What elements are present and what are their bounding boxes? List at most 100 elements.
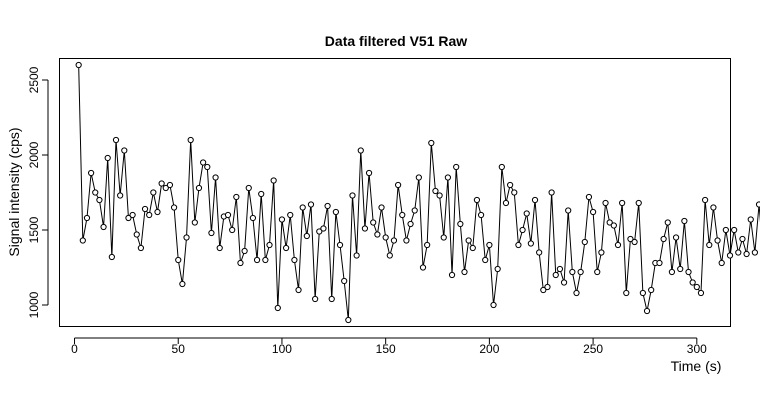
data-point xyxy=(614,241,622,249)
data-point xyxy=(639,289,646,297)
plot-frame xyxy=(59,58,731,327)
data-point xyxy=(386,252,393,259)
data-point xyxy=(212,174,219,181)
y-axis-label: Signal intensity (cps) xyxy=(6,127,22,256)
data-point xyxy=(436,192,443,199)
data-point xyxy=(706,241,713,249)
data-point xyxy=(577,268,584,276)
data-point xyxy=(166,181,174,189)
data-point xyxy=(262,256,269,264)
data-point xyxy=(540,286,547,294)
data-point xyxy=(108,253,115,261)
data-point xyxy=(112,136,120,144)
data-point xyxy=(681,217,688,225)
data-point xyxy=(361,225,369,232)
data-point xyxy=(751,249,758,256)
data-point xyxy=(283,244,290,252)
data-point xyxy=(204,163,211,171)
data-point xyxy=(440,234,447,241)
y-axis: 1000 1500 2000 2500 xyxy=(27,66,49,318)
data-point xyxy=(726,252,734,259)
data-point xyxy=(403,237,410,244)
data-point xyxy=(187,136,194,144)
data-point xyxy=(585,193,593,201)
data-point xyxy=(295,286,302,294)
data-point xyxy=(743,250,750,258)
data-point xyxy=(718,259,725,267)
data-point xyxy=(158,180,165,187)
y-tick-label: 2000 xyxy=(27,141,41,168)
data-point xyxy=(623,289,630,297)
data-point xyxy=(237,259,244,267)
data-point xyxy=(735,249,742,256)
data-point xyxy=(747,216,754,223)
data-point xyxy=(88,169,95,177)
data-point xyxy=(527,240,534,247)
data-point xyxy=(523,210,530,217)
data-point xyxy=(598,249,605,256)
series-line xyxy=(78,64,760,321)
data-point xyxy=(631,238,638,246)
data-point xyxy=(104,154,111,162)
data-point xyxy=(328,295,335,303)
data-point xyxy=(399,211,406,219)
data-point xyxy=(739,235,746,243)
data-point xyxy=(258,190,265,198)
data-point xyxy=(141,205,149,213)
data-point xyxy=(444,174,451,181)
x-axis-label: Time (s) xyxy=(671,358,722,374)
data-point xyxy=(191,219,198,226)
data-point xyxy=(336,241,344,249)
data-point xyxy=(100,223,107,231)
data-point xyxy=(382,234,389,241)
y-tick-label: 1500 xyxy=(27,216,41,243)
x-tick-label: 250 xyxy=(583,342,603,356)
data-point xyxy=(590,208,597,216)
data-point xyxy=(208,229,215,237)
data-point xyxy=(672,234,680,241)
data-point xyxy=(664,219,671,226)
x-tick-label: 200 xyxy=(479,342,499,356)
x-tick-label: 300 xyxy=(687,342,707,356)
data-point xyxy=(552,271,559,279)
data-point xyxy=(129,211,136,219)
data-point xyxy=(365,169,373,177)
data-point xyxy=(179,280,186,288)
data-point xyxy=(345,316,352,324)
data-point xyxy=(183,234,190,241)
data-point xyxy=(162,184,169,192)
data-point xyxy=(200,159,207,166)
data-point xyxy=(83,214,91,222)
data-point xyxy=(685,268,692,276)
data-points xyxy=(75,61,760,324)
data-point xyxy=(316,228,323,235)
data-point xyxy=(560,279,568,286)
data-point xyxy=(291,256,298,264)
x-axis: 0 50 100 150 200 250 300 xyxy=(71,337,707,356)
data-point xyxy=(477,211,485,219)
data-point xyxy=(710,204,717,211)
data-point xyxy=(569,268,576,276)
data-point xyxy=(79,237,86,244)
data-point xyxy=(531,196,539,204)
y-tick-label: 1000 xyxy=(27,291,41,318)
data-point xyxy=(121,147,128,154)
data-point xyxy=(137,244,144,252)
data-point xyxy=(395,181,402,189)
x-tick-label: 0 xyxy=(71,342,78,356)
data-point xyxy=(407,220,414,228)
data-point xyxy=(507,181,514,189)
data-point xyxy=(693,283,700,291)
data-point xyxy=(656,259,663,267)
data-point xyxy=(411,207,418,214)
data-point xyxy=(502,199,510,207)
data-point xyxy=(233,193,240,201)
data-point xyxy=(378,204,385,211)
data-point xyxy=(92,189,99,196)
data-point xyxy=(461,268,468,276)
data-point xyxy=(133,231,140,238)
data-point xyxy=(469,244,476,252)
data-point xyxy=(428,139,435,147)
data-point xyxy=(610,222,617,229)
